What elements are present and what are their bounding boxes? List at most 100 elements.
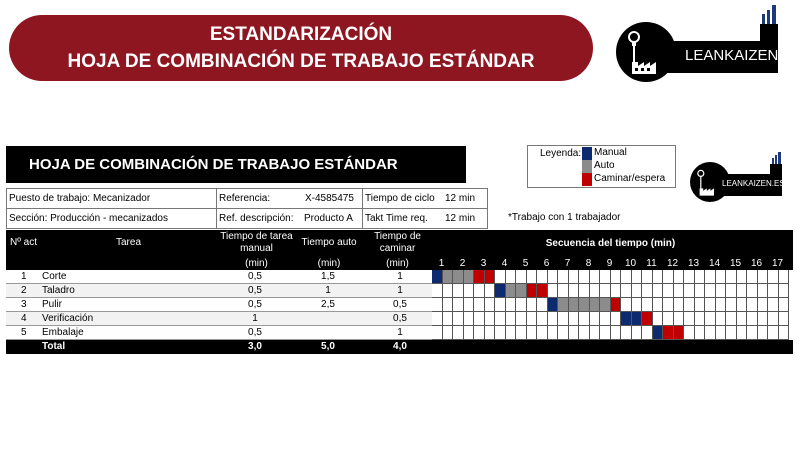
gantt-cell <box>694 298 705 312</box>
row-tarea: Corte <box>42 271 67 282</box>
gantt-cell <box>673 270 684 284</box>
header-manual-line1: Tiempo de tarea <box>220 231 293 242</box>
gantt-cell <box>453 312 464 326</box>
gantt-cell <box>505 284 516 298</box>
row-tarea: Verificación <box>42 313 94 324</box>
gantt-cell <box>558 312 569 326</box>
header-walk-line1: Tiempo de <box>374 231 421 242</box>
row-num: 3 <box>21 299 27 310</box>
gantt-cell <box>484 284 495 298</box>
row-manual: 0,5 <box>248 299 262 310</box>
table-row: 2 Taladro 0,5 1 1 <box>6 284 432 298</box>
minute-tick: 5 <box>522 258 529 269</box>
legend-swatch-manual <box>582 147 592 160</box>
gantt-cell <box>547 284 558 298</box>
gantt-cell <box>589 270 600 284</box>
leankaizen-logo-large: LEANKAIZEN.ES <box>612 4 800 84</box>
gantt-cell <box>726 312 737 326</box>
gantt-cell <box>453 270 464 284</box>
legend-swatch-auto <box>582 160 592 173</box>
gantt-cell <box>526 312 537 326</box>
gantt-cell <box>537 312 548 326</box>
gantt-cell <box>432 312 443 326</box>
total-walk: 4,0 <box>393 341 407 352</box>
gantt-cell <box>663 326 674 340</box>
gantt-cell <box>568 270 579 284</box>
chimney-bar-icon <box>772 158 774 164</box>
gantt-cell <box>589 326 600 340</box>
refdesc-value: Producto A <box>304 213 353 224</box>
banner-title-line2: HOJA DE COMBINACIÓN DE TRABAJO ESTÁNDAR <box>67 51 535 72</box>
minute-tick: 13 <box>687 258 700 269</box>
gantt-cell <box>474 284 485 298</box>
logo-text: LEANKAIZEN.ES <box>685 47 800 64</box>
header-tarea: Tarea <box>116 237 142 248</box>
seccion-cell: Sección: Producción - mecanizados <box>6 208 217 229</box>
takt-value: 12 min <box>445 213 476 224</box>
gantt-cell <box>684 326 695 340</box>
gantt-cell <box>673 312 684 326</box>
gantt-cell <box>579 284 590 298</box>
gantt-cell <box>432 284 443 298</box>
gantt-cell <box>642 270 653 284</box>
gantt-cell <box>747 326 758 340</box>
gantt-cell <box>715 284 726 298</box>
sheet-title: HOJA DE COMBINACIÓN DE TRABAJO ESTÁNDAR <box>6 146 466 183</box>
chimney-bar-icon <box>762 14 765 24</box>
gantt-cell <box>747 270 758 284</box>
gantt-cell <box>705 298 716 312</box>
gantt-cell <box>684 312 695 326</box>
row-walk: 1 <box>397 285 403 296</box>
row-num: 1 <box>21 271 27 282</box>
chimney-bar-icon <box>778 152 781 164</box>
gantt-cell <box>484 270 495 284</box>
gantt-cell <box>526 284 537 298</box>
minute-tick: 12 <box>666 258 679 269</box>
header-num: Nº act <box>10 237 37 248</box>
minute-tick: 14 <box>708 258 721 269</box>
gantt-cell <box>621 312 632 326</box>
gantt-cell <box>558 284 569 298</box>
takt-label: Takt Time req. <box>362 208 488 229</box>
gantt-cell <box>631 312 642 326</box>
gantt-cell <box>600 326 611 340</box>
gantt-cell <box>474 270 485 284</box>
gantt-cell <box>453 326 464 340</box>
legend-swatch-walk <box>582 173 592 186</box>
header-auto-line1: Tiempo auto <box>301 237 357 248</box>
gantt-cell <box>600 284 611 298</box>
gantt-cell <box>736 298 747 312</box>
gantt-cell <box>568 298 579 312</box>
gantt-cell <box>778 326 789 340</box>
gantt-cell <box>715 298 726 312</box>
gantt-cell <box>768 326 779 340</box>
gantt-cell <box>663 284 674 298</box>
gantt-cell <box>768 284 779 298</box>
total-auto: 5,0 <box>321 341 335 352</box>
gantt-cell <box>495 312 506 326</box>
gantt-cell <box>684 270 695 284</box>
gantt-cell <box>484 298 495 312</box>
legend-walk-label: Caminar/espera <box>594 173 666 184</box>
leankaizen-logo-small: LEANKAIZEN.ES <box>688 152 788 204</box>
minute-tick: 8 <box>585 258 592 269</box>
gantt-cell <box>526 326 537 340</box>
ciclo-value: 12 min <box>445 193 476 204</box>
row-num: 2 <box>21 285 27 296</box>
gantt-cell <box>505 326 516 340</box>
gantt-cell <box>526 298 537 312</box>
minute-tick: 10 <box>624 258 637 269</box>
gantt-cell <box>568 326 579 340</box>
gantt-cell <box>652 326 663 340</box>
chimney-bar-icon <box>772 5 776 24</box>
gantt-cell <box>442 312 453 326</box>
gantt-cell <box>463 312 474 326</box>
chimney-bar-icon <box>767 10 770 24</box>
total-manual: 3,0 <box>248 341 262 352</box>
puesto-cell: Puesto de trabajo: Mecanizador <box>6 188 217 209</box>
row-walk: 0,5 <box>393 313 407 324</box>
gantt-cell <box>694 312 705 326</box>
minute-tick: 16 <box>750 258 763 269</box>
gantt-cell <box>726 298 737 312</box>
gantt-cell <box>663 270 674 284</box>
